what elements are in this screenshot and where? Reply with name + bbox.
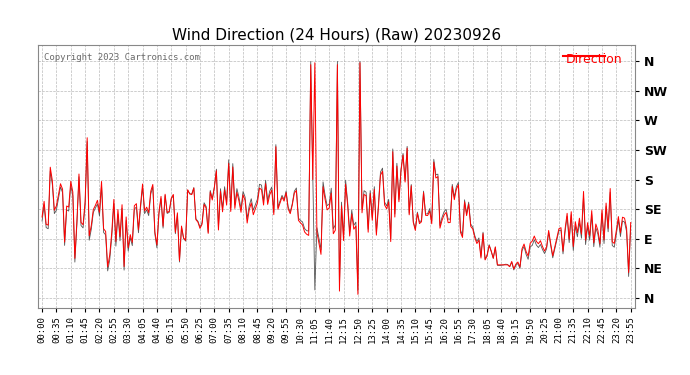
Title: Wind Direction (24 Hours) (Raw) 20230926: Wind Direction (24 Hours) (Raw) 20230926: [172, 27, 501, 42]
Text: Copyright 2023 Cartronics.com: Copyright 2023 Cartronics.com: [44, 53, 200, 62]
Text: Direction: Direction: [566, 53, 623, 66]
